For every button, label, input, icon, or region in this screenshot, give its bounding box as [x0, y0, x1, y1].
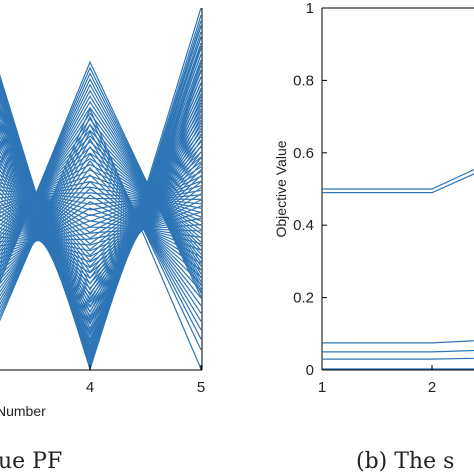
panel-a-series-line [0, 169, 202, 222]
panel-a-series-line [0, 105, 202, 334]
panel-b-series-line [322, 357, 474, 360]
panel-b-y-tick-label: 0.8 [293, 72, 314, 89]
panel-b-series-line [322, 173, 474, 194]
panel-a-series-line [0, 60, 202, 298]
panel-a-series-line [0, 175, 202, 218]
panel-a-series-line [0, 65, 202, 356]
panel-a-series-line [0, 99, 202, 337]
panel-b-y-tick-label: 0 [306, 362, 314, 379]
panel-a-series-line [0, 159, 202, 299]
panel-a-series-line [0, 76, 202, 351]
panel-a-x-label: Number [0, 403, 46, 419]
panel-a-series-line [0, 107, 202, 370]
panel-b-x-tick-label: 1 [318, 379, 326, 396]
panel-a-series-line [0, 115, 202, 350]
panel-a-series-line [0, 194, 202, 272]
panel-b-series-line [322, 349, 474, 353]
panel-a-series-lines [0, 7, 202, 372]
panel-b-x-tick-label: 2 [428, 379, 436, 396]
panel-a-series-line [0, 122, 202, 322]
panel-a-series-line [0, 158, 202, 231]
panel-a-series-line [0, 213, 202, 260]
panel-a-series-line [0, 187, 202, 277]
panel-b-series-lines [322, 168, 474, 370]
panel-a-series-line [0, 110, 202, 330]
panel-a-series-line [0, 207, 202, 264]
panel-a-series-line [0, 146, 202, 239]
panel-a-series-line [0, 145, 202, 314]
panel-a-series-line [0, 166, 202, 292]
panel-a-series-line [0, 48, 202, 364]
panel-b-y-tick-label: 1 [306, 0, 314, 17]
panel-a-x-tick-label: 4 [86, 379, 94, 396]
panel-a-series-line [0, 59, 202, 359]
panel-b-y-ticks: 0 0.2 0.4 0.6 0.8 1 [293, 0, 327, 379]
panel-b-y-tick-label: 0.6 [293, 145, 314, 162]
panel-a-series-line [0, 163, 202, 226]
panel-b-y-tick-label: 0.2 [293, 290, 314, 307]
panel-a-series-line [0, 180, 202, 214]
panel-a-caption: ue PF [0, 449, 62, 474]
panel-b-y-label: Objective Value [273, 140, 289, 237]
panel-a-series-line [0, 70, 202, 354]
panel-a-series-line [0, 116, 202, 326]
panel-b-caption: (b) The s [356, 449, 454, 474]
panel-b-series-line [322, 168, 474, 190]
panel-a-series-line [0, 88, 202, 344]
panel-b-series-line [322, 340, 474, 344]
panel-a-series-line [0, 82, 202, 348]
panel-a-series-line [0, 173, 202, 285]
panel-a-series-line [0, 201, 202, 268]
panel-a-series-line [0, 139, 202, 309]
panel-a-series-line [0, 137, 202, 322]
panel-a-x-tick-label: 5 [197, 379, 205, 396]
panel-a-series-line [0, 130, 202, 331]
panel-a-series-line [0, 54, 202, 361]
panel-a-series-line [0, 152, 202, 235]
panel-b-y-tick-label: 0.4 [293, 217, 314, 234]
panel-a-series-line [0, 93, 202, 341]
